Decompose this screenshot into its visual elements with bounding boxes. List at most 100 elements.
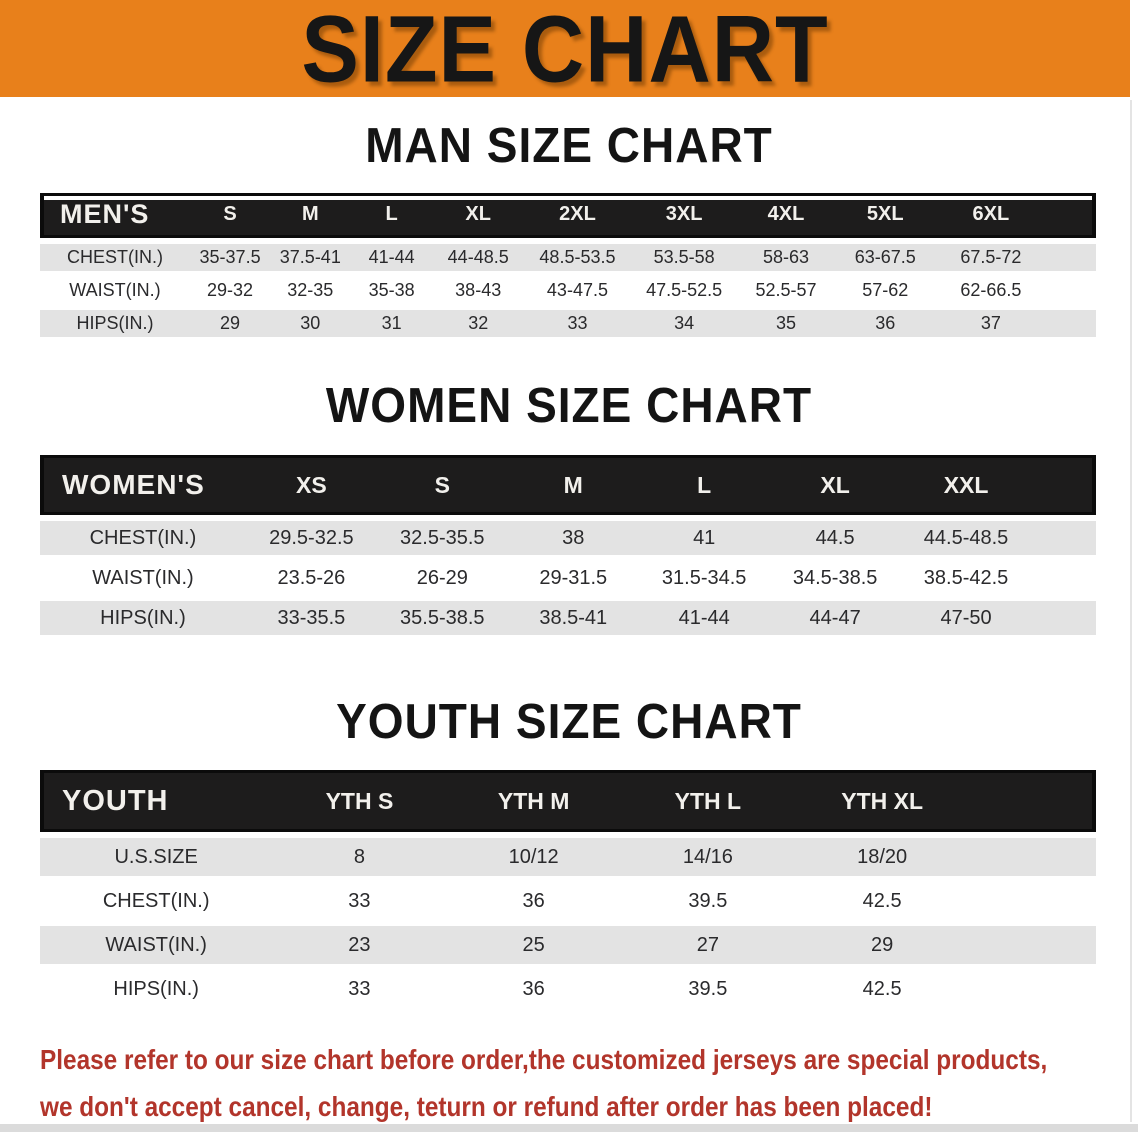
size-column-header: XXL (900, 455, 1032, 515)
measurement-value: 44.5 (769, 521, 901, 555)
measurement-value: 8 (272, 838, 447, 876)
row-spacer-cell (1046, 310, 1096, 337)
measurement-value: 29-32 (189, 277, 271, 304)
measurement-row: HIPS(IN.) 33-35.5 35.5-38.5 38.5-41 41-44 44-… (40, 601, 1096, 635)
measurement-value: 47-50 (900, 601, 1032, 635)
measurement-value: 25 (446, 926, 621, 964)
header-spacer-cell (969, 770, 1096, 832)
measurement-row: U.S.SIZE 8 10/12 14/16 18/20 (40, 838, 1096, 876)
row-spacer-cell (1031, 601, 1096, 635)
disclaimer-note: Please refer to our size chart before or… (40, 1036, 1138, 1130)
men-size-table: MEN'S S M L XL 2XL 3XL 4XL 5XL 6XL CHEST(IN.) 35-37… (40, 187, 1096, 343)
measurement-value: 35 (736, 310, 836, 337)
measurement-value: 39.5 (620, 970, 796, 1008)
size-column-header: XS (245, 455, 377, 515)
size-column-header: L (350, 193, 433, 238)
measurement-value: 35.5-38.5 (376, 601, 508, 635)
measurement-value: 33 (523, 310, 632, 337)
row-spacer-cell (1046, 277, 1096, 304)
size-column-header: 6XL (935, 193, 1047, 238)
size-column-header: S (189, 193, 271, 238)
measurement-value: 48.5-53.5 (523, 244, 632, 271)
size-column-header: 5XL (835, 193, 936, 238)
measurement-value: 58-63 (736, 244, 836, 271)
measurement-row-label: CHEST(IN.) (40, 521, 246, 555)
measurement-value: 33 (272, 970, 447, 1008)
measurement-value: 23.5-26 (245, 561, 377, 595)
measurement-value: 29-31.5 (507, 561, 639, 595)
measurement-value: 41-44 (350, 244, 433, 271)
row-spacer-cell (1031, 521, 1096, 555)
measurement-value: 57-62 (835, 277, 936, 304)
measurement-value: 37 (935, 310, 1047, 337)
banner-title: SIZE CHART (301, 0, 829, 102)
measurement-value: 63-67.5 (835, 244, 936, 271)
men-size-section: MAN SIZE CHART MEN'S S M L XL 2XL 3XL 4XL 5XL 6XL… (0, 117, 1138, 343)
women-table-wrapper: WOMEN'S XS S M L XL XXL CHEST(IN.) 29.5-32.5 32.5… (40, 449, 1096, 641)
measurement-value: 34.5-38.5 (769, 561, 901, 595)
measurement-row-label: CHEST(IN.) (40, 882, 273, 920)
youth-section-heading: YOUTH SIZE CHART (336, 693, 802, 749)
size-column-header: YTH XL (795, 770, 970, 832)
row-spacer-cell (969, 926, 1096, 964)
row-spacer-cell (969, 970, 1096, 1008)
women-size-table: WOMEN'S XS S M L XL XXL CHEST(IN.) 29.5-32.5 32.5… (40, 449, 1096, 641)
row-spacer-cell (969, 838, 1096, 876)
measurement-value: 62-66.5 (935, 277, 1047, 304)
measurement-value: 43-47.5 (523, 277, 632, 304)
measurement-row: WAIST(IN.) 29-32 32-35 35-38 38-43 43-47.5 47.… (40, 277, 1096, 304)
size-column-header: 4XL (736, 193, 836, 238)
women-section-heading: WOMEN SIZE CHART (325, 377, 813, 433)
measurement-row-label: WAIST(IN.) (40, 277, 190, 304)
measurement-row-label: WAIST(IN.) (40, 926, 273, 964)
size-column-header: YTH S (272, 770, 447, 832)
size-header-row: WOMEN'S XS S M L XL XXL (40, 455, 1096, 515)
table-corner-label: WOMEN'S (40, 455, 246, 515)
measurement-row: CHEST(IN.) 29.5-32.5 32.5-35.5 38 41 44.5 44.5… (40, 521, 1096, 555)
row-spacer-cell (1031, 561, 1096, 595)
table-corner-label: YOUTH (40, 770, 273, 832)
measurement-value: 53.5-58 (631, 244, 737, 271)
size-column-header: L (638, 455, 770, 515)
measurement-value: 37.5-41 (270, 244, 351, 271)
measurement-value: 41 (638, 521, 770, 555)
measurement-row-label: U.S.SIZE (40, 838, 273, 876)
measurement-row-label: HIPS(IN.) (40, 310, 190, 337)
measurement-value: 14/16 (620, 838, 796, 876)
measurement-value: 44-48.5 (432, 244, 524, 271)
size-column-header: YTH M (446, 770, 621, 832)
measurement-row: CHEST(IN.) 33 36 39.5 42.5 (40, 882, 1096, 920)
measurement-row: CHEST(IN.) 35-37.5 37.5-41 41-44 44-48.5 48.5… (40, 244, 1096, 271)
measurement-row: WAIST(IN.) 23.5-26 26-29 29-31.5 31.5-34.5 34… (40, 561, 1096, 595)
size-column-header: M (507, 455, 639, 515)
measurement-value: 41-44 (638, 601, 770, 635)
disclaimer-line-1: Please refer to our size chart before or… (40, 1044, 1048, 1075)
measurement-row-label: HIPS(IN.) (40, 601, 246, 635)
measurement-value: 33 (272, 882, 447, 920)
measurement-row-label: WAIST(IN.) (40, 561, 246, 595)
measurement-value: 42.5 (795, 882, 970, 920)
women-size-section: WOMEN SIZE CHART WOMEN'S XS S M L XL XXL CHEST(… (0, 377, 1138, 641)
bottom-edge-strip (0, 1124, 1138, 1132)
size-column-header: 2XL (523, 193, 632, 238)
size-header-row: MEN'S S M L XL 2XL 3XL 4XL 5XL 6XL (40, 193, 1096, 238)
size-column-header: S (376, 455, 508, 515)
size-chart-banner: SIZE CHART (0, 0, 1130, 101)
size-column-header: XL (769, 455, 901, 515)
size-column-header: 3XL (631, 193, 737, 238)
measurement-value: 27 (620, 926, 796, 964)
measurement-value: 38-43 (432, 277, 524, 304)
men-table-wrapper: MEN'S S M L XL 2XL 3XL 4XL 5XL 6XL CHEST(IN.) 35-37… (40, 187, 1096, 343)
measurement-row: WAIST(IN.) 23 25 27 29 (40, 926, 1096, 964)
size-column-header: M (270, 193, 351, 238)
header-spacer-cell (1031, 455, 1096, 515)
measurement-value: 36 (835, 310, 936, 337)
measurement-value: 42.5 (795, 970, 970, 1008)
size-column-header: YTH L (620, 770, 796, 832)
men-section-heading: MAN SIZE CHART (365, 117, 773, 173)
measurement-value: 30 (270, 310, 351, 337)
measurement-row: HIPS(IN.) 29 30 31 32 33 34 35 36 37 (40, 310, 1096, 337)
measurement-value: 38 (507, 521, 639, 555)
measurement-value: 35-38 (350, 277, 433, 304)
measurement-value: 32.5-35.5 (376, 521, 508, 555)
